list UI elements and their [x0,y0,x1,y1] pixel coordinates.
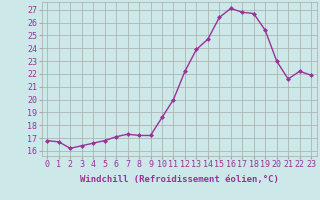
X-axis label: Windchill (Refroidissement éolien,°C): Windchill (Refroidissement éolien,°C) [80,175,279,184]
